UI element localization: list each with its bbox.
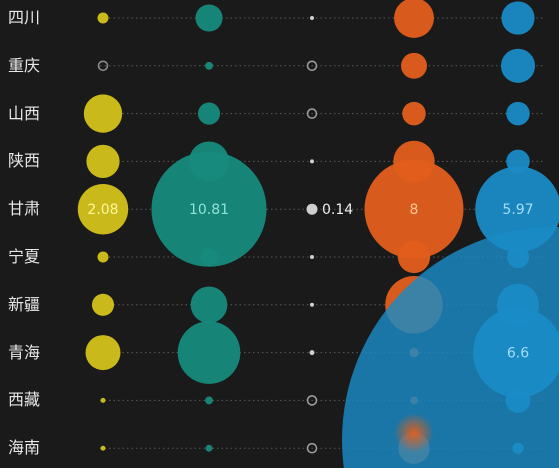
bubble — [100, 397, 106, 403]
data-label: 5.97 — [502, 202, 533, 218]
zero-marker — [306, 60, 318, 72]
overlay-bubble-group — [342, 227, 559, 468]
bubble — [401, 52, 427, 79]
row-label: 甘肃 — [8, 199, 41, 219]
bubble — [200, 248, 218, 266]
bubble — [97, 251, 109, 263]
zero-marker — [306, 395, 318, 406]
row-label: 山西 — [8, 103, 41, 123]
bubble — [501, 1, 535, 35]
bubble — [310, 302, 314, 307]
bubble — [205, 444, 213, 452]
row-label: 重庆 — [8, 55, 41, 75]
data-label: 8 — [410, 202, 419, 218]
bubble — [205, 61, 213, 70]
bubble — [310, 16, 314, 20]
bubble — [151, 151, 267, 267]
zero-marker — [306, 108, 318, 119]
data-label: 2.08 — [87, 202, 118, 218]
data-label: 0.14 — [322, 202, 353, 218]
bubble — [397, 240, 431, 274]
row-label: 宁夏 — [8, 247, 41, 266]
bubble — [86, 144, 120, 179]
bubble — [85, 335, 121, 371]
bubble — [77, 183, 129, 235]
bubble — [195, 4, 223, 32]
bubble — [402, 101, 426, 126]
bubble — [197, 102, 221, 125]
bubble — [394, 0, 434, 38]
bubble — [506, 101, 530, 126]
row-label: 海南 — [8, 438, 41, 458]
row-label: 四川 — [8, 8, 41, 27]
bubble — [500, 48, 536, 83]
bubble — [310, 255, 314, 259]
bubble — [310, 159, 314, 164]
row-label: 青海 — [8, 342, 41, 362]
bubble — [177, 321, 241, 384]
bubble — [364, 159, 464, 259]
data-label: 6.6 — [507, 346, 529, 362]
data-label: 10.81 — [189, 202, 229, 218]
row-label: 新疆 — [8, 294, 41, 314]
bubble — [306, 203, 318, 215]
zero-marker — [306, 442, 318, 454]
bubble — [91, 293, 115, 316]
bubble — [83, 94, 123, 133]
overlay-bubble — [342, 227, 559, 468]
bubble — [309, 350, 315, 356]
bubble — [100, 445, 106, 451]
overlay-glow — [394, 413, 434, 453]
row-label: 西藏 — [8, 390, 41, 410]
zero-marker — [97, 60, 109, 72]
bubble — [190, 286, 228, 324]
bubble — [205, 396, 213, 405]
row-label: 陕西 — [8, 151, 41, 171]
bubble — [97, 12, 109, 24]
